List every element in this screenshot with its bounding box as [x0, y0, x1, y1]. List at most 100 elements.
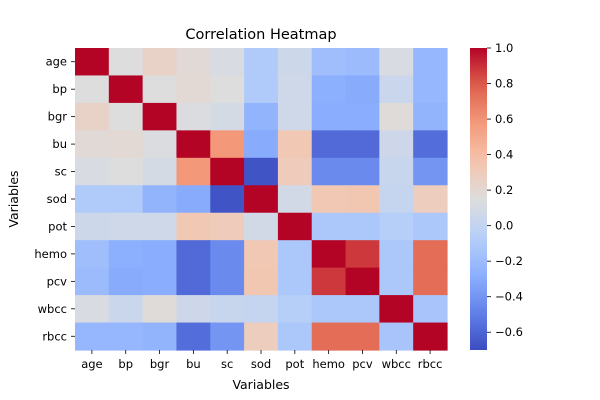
heatmap-cell [277, 48, 313, 77]
heatmap-cell [75, 185, 110, 214]
heatmap-cell [210, 102, 245, 131]
heatmap-cell [413, 102, 448, 131]
y-tick-label: pcv [47, 274, 68, 288]
heatmap-cell [210, 185, 245, 214]
heatmap-cell [75, 295, 110, 324]
heatmap-cell [244, 48, 279, 77]
heatmap-cell [210, 212, 245, 241]
heatmap-cell [379, 48, 414, 77]
heatmap-cell [244, 130, 279, 159]
heatmap-cell [379, 185, 414, 214]
heatmap-cell [108, 130, 144, 159]
heatmap-cell [142, 157, 178, 186]
heatmap-cell [210, 295, 245, 324]
y-tick-label: bgr [48, 110, 68, 124]
x-tick-label: pcv [352, 357, 373, 371]
heatmap-cell [277, 240, 313, 269]
heatmap-cell [345, 240, 380, 269]
x-tick-label: hemo [312, 357, 345, 371]
heatmap-cells [75, 48, 448, 351]
heatmap-cell [210, 130, 245, 159]
heatmap-cell [210, 240, 245, 269]
heatmap-cell [345, 75, 380, 104]
heatmap-cell [75, 240, 110, 269]
heatmap-cell [176, 130, 211, 159]
heatmap-cell [244, 185, 279, 214]
heatmap-cell [176, 212, 211, 241]
heatmap-cell [210, 48, 245, 77]
heatmap-cell [244, 240, 279, 269]
heatmap-cell [413, 212, 448, 241]
heatmap-cell [210, 75, 245, 104]
heatmap-cell [108, 322, 144, 351]
heatmap-cell [108, 185, 144, 214]
heatmap-cell [108, 267, 144, 296]
colorbar-tick-label: −0.4 [495, 290, 523, 304]
heatmap-cell [75, 102, 110, 131]
heatmap-cell [75, 212, 110, 241]
x-axis-label: Variables [232, 377, 289, 392]
x-tick-label: pot [285, 357, 304, 371]
colorbar [470, 48, 487, 350]
colorbar-tick-label: 0.4 [495, 148, 513, 162]
colorbar-tick-label: 0.8 [495, 77, 513, 91]
heatmap-cell [176, 185, 211, 214]
heatmap-cell [244, 102, 279, 131]
heatmap-cell [277, 102, 313, 131]
heatmap-cell [413, 267, 448, 296]
heatmap-cell [311, 75, 347, 104]
heatmap-cell [142, 130, 178, 159]
heatmap-cell [379, 75, 414, 104]
heatmap-cell [176, 102, 211, 131]
heatmap-cell [379, 212, 414, 241]
heatmap-cell [176, 240, 211, 269]
x-tick-label: bu [186, 357, 201, 371]
heatmap-cell [75, 48, 110, 77]
heatmap-cell [413, 157, 448, 186]
heatmap-cell [108, 102, 144, 131]
heatmap-cell [277, 267, 313, 296]
heatmap-cell [277, 130, 313, 159]
heatmap-cell [244, 322, 279, 351]
x-tick-label: bgr [150, 357, 170, 371]
heatmap-cell [75, 130, 110, 159]
heatmap-cell [345, 295, 380, 324]
heatmap-cell [142, 102, 178, 131]
heatmap-cell [345, 322, 380, 351]
heatmap-cell [277, 157, 313, 186]
heatmap-cell [379, 295, 414, 324]
heatmap-cell [142, 295, 178, 324]
heatmap-cell [345, 130, 380, 159]
y-axis-label: Variables [6, 170, 21, 227]
heatmap-cell [413, 48, 448, 77]
heatmap-cell [277, 212, 313, 241]
heatmap-cell [311, 322, 347, 351]
heatmap-cell [311, 295, 347, 324]
heatmap-cell [379, 240, 414, 269]
heatmap-cell [379, 157, 414, 186]
x-tick-label: sod [251, 357, 271, 371]
heatmap-cell [413, 240, 448, 269]
heatmap-cell [176, 75, 211, 104]
y-axis-ticks: age bp bgr bu sc sod pot hemo pcv wbcc rbcc [34, 55, 75, 343]
y-tick-label: hemo [34, 247, 67, 261]
heatmap-cell [413, 75, 448, 104]
x-tick-label: sc [221, 357, 233, 371]
y-tick-label: sod [47, 192, 67, 206]
heatmap-cell [413, 295, 448, 324]
y-tick-label: age [46, 55, 67, 69]
heatmap-cell [345, 48, 380, 77]
colorbar-tick-label: −0.6 [495, 325, 523, 339]
y-tick-label: bp [52, 82, 67, 96]
heatmap-cell [345, 185, 380, 214]
heatmap-cell [210, 322, 245, 351]
heatmap-cell [345, 267, 380, 296]
heatmap-cell [176, 295, 211, 324]
chart-title: Correlation Heatmap [185, 27, 336, 43]
y-tick-label: sc [55, 165, 67, 179]
heatmap-cell [142, 322, 178, 351]
heatmap-cell [277, 75, 313, 104]
heatmap-cell [413, 322, 448, 351]
heatmap-cell [108, 295, 144, 324]
